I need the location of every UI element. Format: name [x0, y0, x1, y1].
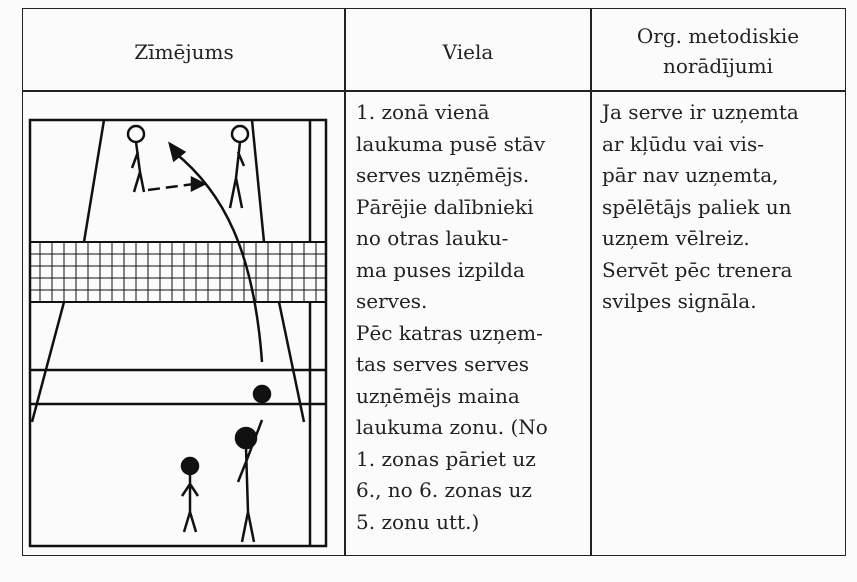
cell-text: Servēt pēc trenera: [602, 257, 793, 282]
cell-text: laukuma zonu. (No: [356, 415, 548, 439]
body-cell: [344, 90, 592, 556]
cell-text: tas serves serves: [356, 352, 530, 376]
cell-text: ar kļūdu vai vis-: [602, 131, 764, 156]
cell-text: spēlētājs paliek un: [602, 194, 792, 219]
cell-text: Pārējie dalībnieki: [356, 194, 534, 219]
cell-text: laukuma pusē stāv: [356, 131, 546, 156]
header-cell: [590, 8, 846, 92]
cell-text: serves uzņēmējs.: [356, 163, 530, 187]
header-text: norādījumi: [662, 54, 774, 78]
body-cell: [590, 90, 846, 556]
header-text: Zīmējums: [134, 40, 234, 64]
header-text: Viela: [442, 40, 494, 64]
cell-text: 1. zonas pāriet uz: [356, 446, 536, 471]
cell-text: uzņem vēlreiz.: [602, 226, 750, 250]
body-cell: [22, 90, 346, 556]
header-cell: [344, 8, 592, 92]
cell-text: serves.: [356, 289, 428, 313]
header-cell: [22, 8, 346, 92]
cell-text: ma puses izpilda: [356, 257, 525, 282]
cell-text: 5. zonu utt.): [356, 509, 480, 534]
drawing: [28, 118, 328, 548]
cell-text: pār nav uzņemta,: [602, 163, 779, 187]
cell-text: 6., no 6. zonas uz: [356, 478, 532, 502]
cell-text: uzņēmējs maina: [356, 383, 520, 408]
cell-text: Pēc katras uzņem-: [356, 320, 543, 345]
cell-text: no otras lauku-: [356, 226, 509, 250]
header-text: Org. metodiskie: [636, 24, 800, 48]
cell-text: svilpes signāla.: [602, 289, 757, 313]
cell-text: 1. zonā vienā: [356, 100, 490, 124]
cell-text: Ja serve ir uzņemta: [602, 100, 799, 124]
